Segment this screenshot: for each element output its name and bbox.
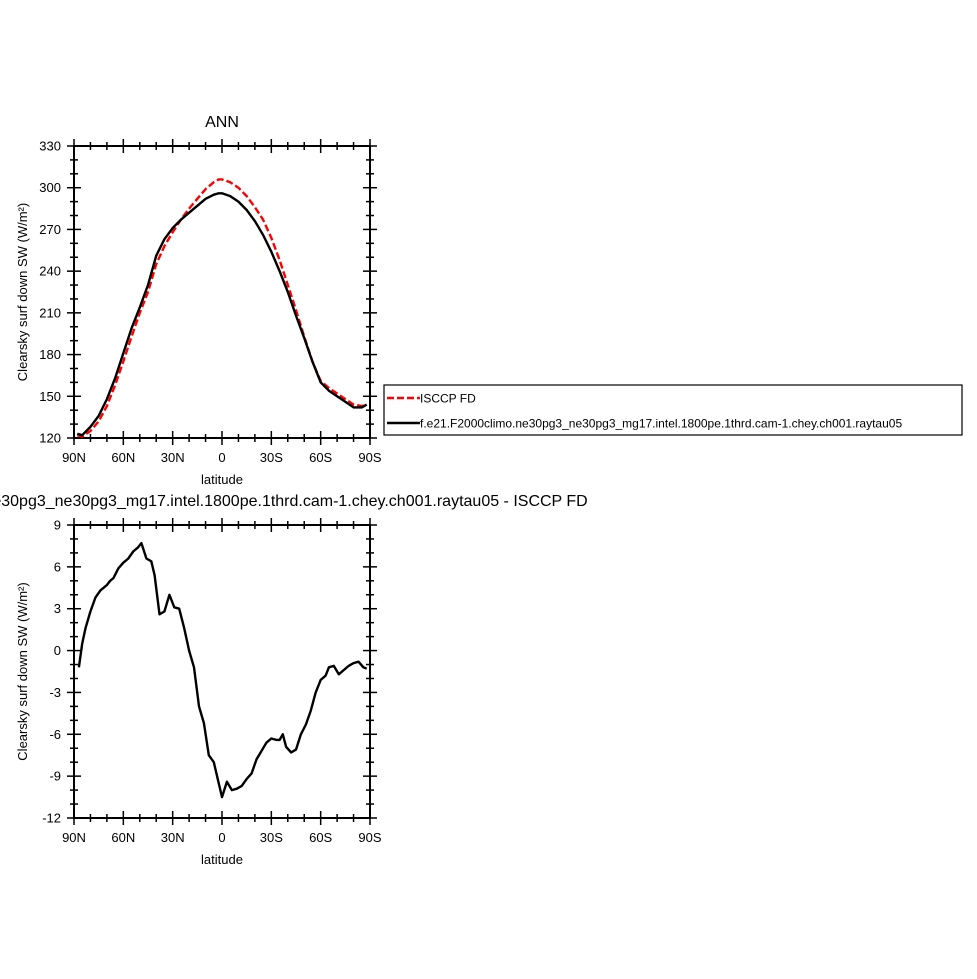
chart-title: ANN — [205, 114, 239, 131]
y-tick-label: 3 — [54, 601, 61, 616]
chart-1: ANN 90N 60N 30N 0 30S 60S 90S 120 150 180 210 240 270… — [15, 114, 963, 487]
legend: ISCCP FD f.e21.F2000climo.ne30pg3_ne30pg3… — [383, 384, 963, 436]
x-tick-label: 60N — [111, 830, 135, 845]
chart-title: f.e21.F2000climo.ne30pg3_ne30pg3_mg17.in… — [0, 493, 588, 510]
plot-frame — [73, 145, 371, 439]
y-tick-label: -9 — [49, 769, 61, 784]
y-tick-label: 0 — [54, 643, 61, 658]
x-axis-label: latitude — [201, 472, 243, 487]
x-tick-label: 60S — [309, 450, 332, 465]
x-tick-label: 90N — [62, 830, 86, 845]
legend-label: ISCCP FD — [420, 392, 476, 406]
y-tick-label: -3 — [49, 685, 61, 700]
y-axis-label: Clearsky surf down SW (W/m²) — [15, 203, 30, 381]
legend-box — [383, 384, 963, 436]
y-tick-label: 330 — [39, 139, 61, 154]
x-tick-label: 30S — [260, 830, 283, 845]
y-tick-label: 9 — [54, 518, 61, 533]
x-tick-label: 0 — [218, 450, 225, 465]
y-tick-label: 120 — [39, 431, 61, 446]
y-tick-label: 6 — [54, 559, 61, 574]
x-tick-label: 90S — [358, 450, 381, 465]
x-tick-label: 30S — [260, 450, 283, 465]
y-axis-label: Clearsky surf down SW (W/m²) — [15, 582, 30, 760]
x-tick-label: 30N — [161, 450, 185, 465]
chart-2: f.e21.F2000climo.ne30pg3_ne30pg3_mg17.in… — [0, 493, 588, 867]
series-line-1 — [76, 178, 368, 438]
y-tick-label: -6 — [49, 727, 61, 742]
y-tick-label: 150 — [39, 389, 61, 404]
x-tick-label: 90S — [358, 830, 381, 845]
y-tick-label: 210 — [39, 305, 61, 320]
y-tick-label: 270 — [39, 222, 61, 237]
series-line-1 — [77, 541, 368, 799]
x-tick-label: 90N — [62, 450, 86, 465]
x-tick-label: 0 — [218, 830, 225, 845]
y-tick-label: 240 — [39, 264, 61, 279]
x-tick-label: 30N — [161, 830, 185, 845]
y-tick-label: -12 — [42, 811, 61, 826]
x-tick-label: 60N — [111, 450, 135, 465]
legend-label: f.e21.F2000climo.ne30pg3_ne30pg3_mg17.in… — [420, 417, 902, 431]
y-tick-label: 180 — [39, 347, 61, 362]
x-tick-label: 60S — [309, 830, 332, 845]
series-line-2 — [76, 192, 368, 437]
y-tick-label: 300 — [39, 180, 61, 195]
x-axis-label: latitude — [201, 852, 243, 867]
